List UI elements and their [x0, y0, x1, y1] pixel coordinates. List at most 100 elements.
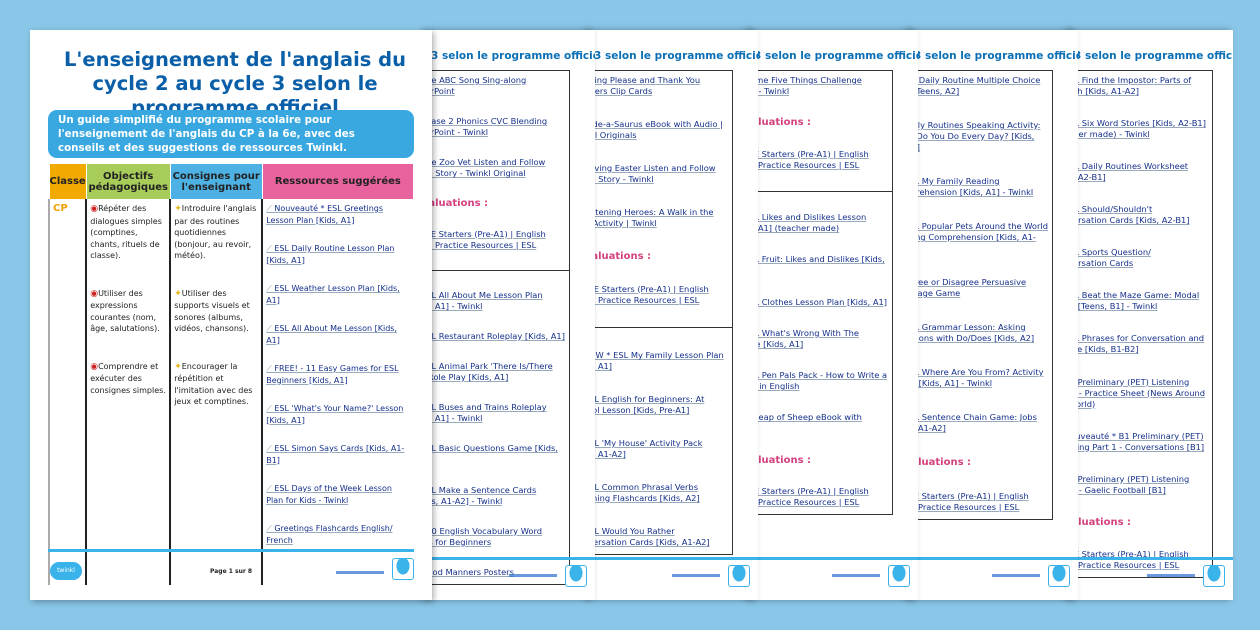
resource-link[interactable]: ⟋ESL All About Me Lesson Plan [Kids, A1]…	[425, 290, 565, 312]
resource-link[interactable]: ⟋Name Five Things Challenge Cards - Twin…	[748, 75, 888, 97]
link-text[interactable]: ESL 'My House' Activity Pack [Kids, A1-A…	[588, 438, 703, 460]
link-text[interactable]: ESL Six Word Stories [Kids, A2-B1] (teac…	[1068, 118, 1206, 140]
link-text[interactable]: YLE Starters (Pre-A1) | English Exam Pra…	[748, 148, 869, 170]
link-text[interactable]: The Zoo Vet Listen and Follow Audio Stor…	[425, 157, 546, 179]
link-text[interactable]: Using Please and Thank You Manners Clip …	[588, 75, 701, 96]
resource-link[interactable]: ♪The Zoo Vet Listen and Follow Audio Sto…	[425, 157, 565, 179]
link-text[interactable]: ESL Should/Shouldn't Conversation Cards …	[1068, 204, 1190, 226]
link-text[interactable]: ESL Make a Sentence Cards [Teens, A1-A2]…	[425, 484, 537, 506]
link-text[interactable]: Hide-a-Saurus eBook with Audio | Twinkl …	[588, 118, 723, 140]
footer-link[interactable]	[1147, 574, 1195, 577]
link-text[interactable]: ESL Sentence Chain Game: Jobs [Kids, A1-…	[908, 412, 1037, 433]
resource-link-text[interactable]: FREE! - 11 Easy Games for ESL Beginners …	[266, 364, 399, 385]
resource-link[interactable]: ⟋ESL My Family Reading Comprehension [Ki…	[908, 176, 1048, 198]
resource-link[interactable]: ⟋NEW * ESL My Family Lesson Plan [Kids, …	[588, 350, 728, 372]
resource-link[interactable]: ⟋ESL Daily Routines Worksheet [Kids, A2-…	[1068, 161, 1208, 183]
resource-link[interactable]: ♪Saving Easter Listen and Follow Audio S…	[588, 163, 728, 185]
link-text[interactable]: ESL My Family Reading Comprehension [Kid…	[908, 176, 1034, 197]
resource-link[interactable]: ⟋Daily Routines Speaking Activity: What …	[908, 120, 1048, 153]
resource-link[interactable]: ⟋ESL What's Wrong With The Picture [Kids…	[748, 328, 888, 350]
link-text[interactable]: Good Manners Posters	[425, 566, 514, 577]
resource-link[interactable]: ⟋ESL Grammar Lesson: Asking Questions wi…	[908, 322, 1048, 344]
resource-link[interactable]: ♪B1 Preliminary (PET) Listening Part 2 -…	[1068, 377, 1208, 410]
resource-link[interactable]: ⟋Good Manners Posters	[425, 567, 565, 578]
resource-link[interactable]: ⟋ESL English for Beginners: At School Le…	[588, 394, 728, 416]
resource-link[interactable]: ⟋ ESL Daily Routine Lesson Plan [Kids, A…	[266, 243, 410, 266]
footer-link[interactable]	[832, 574, 880, 577]
resource-link[interactable]: ⟋ESL Animal Park 'There Is/There Are' Ro…	[425, 361, 565, 383]
link-text[interactable]: ESL Sports Question/ Conversation Cards	[1068, 247, 1151, 269]
link-text[interactable]: ESL Common Phrasal Verbs Matching Flashc…	[588, 482, 700, 504]
link-text[interactable]: B1 Preliminary (PET) Listening Part 4 - …	[1068, 473, 1190, 495]
link-text[interactable]: Name Five Things Challenge Cards - Twink…	[748, 75, 862, 96]
resource-link[interactable]: ⟋ESL Sentence Chain Game: Jobs [Kids, A1…	[908, 412, 1048, 434]
link-text[interactable]: 150 English Vocabulary Word Cards for Be…	[425, 525, 543, 547]
resource-link-text[interactable]: ESL Weather Lesson Plan [Kids, A1]	[266, 284, 400, 305]
resource-link[interactable]: ⟋ ESL Weather Lesson Plan [Kids, A1]	[266, 283, 410, 306]
resource-link[interactable]: ⟋ESL Buses and Trains Roleplay [Kids, A1…	[425, 402, 565, 424]
resource-link-text[interactable]: Greetings Flashcards English/ French	[266, 524, 393, 545]
resource-link[interactable]: ⟋ESL Restaurant Roleplay [Kids, A1]	[425, 331, 565, 342]
link-text[interactable]: Phase 2 Phonics CVC Blending PowerPoint …	[425, 116, 548, 138]
resource-link[interactable]: ⟋ESL Make a Sentence Cards [Teens, A1-A2…	[425, 485, 565, 507]
evaluation-link[interactable]: ✓YLE Starters (Pre-A1) | English Exam Pr…	[425, 229, 565, 251]
resource-link-text[interactable]: ESL 'What's Your Name?' Lesson [Kids, A1…	[266, 404, 404, 425]
footer-link[interactable]	[992, 574, 1040, 577]
resource-link[interactable]: ⟋ESL Sports Question/ Conversation Cards	[1068, 247, 1208, 269]
resource-link[interactable]: ⟋ESL Beat the Maze Game: Modal Verbs [Te…	[1068, 290, 1208, 312]
evaluation-link[interactable]: ✓YLE Starters (Pre-A1) | English Exam Pr…	[748, 486, 888, 508]
resource-link-text[interactable]: Nouveauté * ESL Greetings Lesson Plan [K…	[266, 204, 384, 225]
resource-link[interactable]: ⟋ESL Phrases for Conversation and Debate…	[1068, 333, 1208, 355]
resource-link[interactable]: ⟋ESL 'My House' Activity Pack [Kids, A1-…	[588, 438, 728, 460]
link-text[interactable]: My Daily Routine Multiple Choice Quiz [T…	[908, 75, 1041, 96]
evaluation-link[interactable]: ✓YLE Starters (Pre-A1) | English Exam Pr…	[1068, 549, 1208, 571]
resource-link[interactable]: ⟋Phase 2 Phonics CVC Blending PowerPoint…	[425, 116, 565, 138]
link-text[interactable]: YLE Starters (Pre-A1) | English Exam Pra…	[908, 491, 1029, 512]
link-text[interactable]: YLE Starters (Pre-A1) | English Exam Pra…	[588, 283, 709, 305]
link-text[interactable]: ESL What's Wrong With The Picture [Kids,…	[748, 327, 860, 349]
link-text[interactable]: YLE Starters (Pre-A1) | English Exam Pra…	[425, 228, 546, 250]
resource-link-text[interactable]: ESL Daily Routine Lesson Plan [Kids, A1]	[266, 244, 395, 265]
resource-link[interactable]: ⟋ESL Clothes Lesson Plan [Kids, A1]	[748, 297, 888, 308]
link-text[interactable]: ESL Grammar Lesson: Asking Questions wit…	[908, 322, 1035, 343]
link-text[interactable]: The ABC Song Sing-along PowerPoint	[425, 75, 527, 96]
resource-link-text[interactable]: ESL Days of the Week Lesson Plan for Kid…	[266, 484, 392, 505]
link-text[interactable]: ESL Popular Pets Around the World Readin…	[908, 221, 1048, 242]
resource-link[interactable]: ⟋ ESL Days of the Week Lesson Plan for K…	[266, 483, 410, 506]
link-text[interactable]: ESL Fruit: Likes and Dislikes [Kids, A1]	[748, 254, 885, 265]
link-text[interactable]: ESL Clothes Lesson Plan [Kids, A1]	[748, 296, 888, 307]
link-text[interactable]: ESL Buses and Trains Roleplay [Kids, A1]…	[425, 402, 547, 424]
resource-link[interactable]: ⟋My Daily Routine Multiple Choice Quiz […	[908, 75, 1048, 97]
evaluation-link[interactable]: ✓YLE Starters (Pre-A1) | English Exam Pr…	[588, 284, 728, 306]
resource-link[interactable]: ⟋ ESL All About Me Lesson [Kids, A1]	[266, 323, 410, 346]
link-text[interactable]: ESL All About Me Lesson Plan [Kids, A1] …	[425, 289, 543, 311]
resource-link[interactable]: ♪Listening Heroes: A Walk in the Park Ac…	[588, 207, 728, 229]
footer-link[interactable]	[672, 574, 720, 577]
resource-link[interactable]: ⟋ESL Likes and Dislikes Lesson [Kids, A1…	[748, 212, 888, 234]
link-text[interactable]: Listening Heroes: A Walk in the Park Act…	[588, 206, 714, 228]
resource-link[interactable]: ⟋The ABC Song Sing-along PowerPoint	[425, 75, 565, 97]
resource-link[interactable]: ♪B1 Preliminary (PET) Listening Part 4 -…	[1068, 474, 1208, 496]
link-text[interactable]: ESL Beat the Maze Game: Modal Verbs [Tee…	[1068, 290, 1200, 312]
resource-link[interactable]: ⟋ Greetings Flashcards English/ French	[266, 523, 410, 546]
link-text[interactable]: YLE Starters (Pre-A1) | English Exam Pra…	[1068, 548, 1189, 570]
resource-link[interactable]: ⟋ FREE! - 11 Easy Games for ESL Beginner…	[266, 363, 410, 386]
link-text[interactable]: ESL Likes and Dislikes Lesson [Kids, A1]…	[748, 212, 867, 234]
resource-link[interactable]: ⟋Using Please and Thank You Manners Clip…	[588, 75, 728, 97]
resource-link[interactable]: ⟋ESL Should/Shouldn't Conversation Cards…	[1068, 204, 1208, 226]
resource-link[interactable]: ⟋ESL Where Are You From? Activity Sheet …	[908, 367, 1048, 389]
link-text[interactable]: ESL Phrases for Conversation and Debate …	[1068, 333, 1205, 355]
resource-link[interactable]: ⟋ESL Find the Impostor: Parts of Speech …	[1068, 75, 1208, 97]
link-text[interactable]: ESL Restaurant Roleplay [Kids, A1]	[425, 330, 565, 341]
resource-link-text[interactable]: ESL Simon Says Cards [Kids, A1-B1]	[266, 444, 405, 465]
link-text[interactable]: NEW * ESL My Family Lesson Plan [Kids, A…	[588, 350, 724, 372]
resource-link[interactable]: ⟋ESL Popular Pets Around the World Readi…	[908, 221, 1048, 254]
resource-link[interactable]: ⟋ESL Pen Pals Pack - How to Write a Lett…	[748, 370, 888, 392]
footer-link[interactable]	[336, 571, 384, 574]
footer-link[interactable]	[509, 574, 557, 577]
link-text[interactable]: ESL Would You Rather Conversation Cards …	[588, 525, 710, 547]
link-text[interactable]: B1 Preliminary (PET) Listening Part 2 - …	[1068, 376, 1206, 409]
link-text[interactable]: Nouveauté * B1 Preliminary (PET) Listeni…	[1068, 430, 1205, 452]
link-text[interactable]: ESL Basic Questions Game [Kids, A1]	[425, 443, 558, 454]
link-text[interactable]: Saving Easter Listen and Follow Audio St…	[588, 162, 716, 184]
